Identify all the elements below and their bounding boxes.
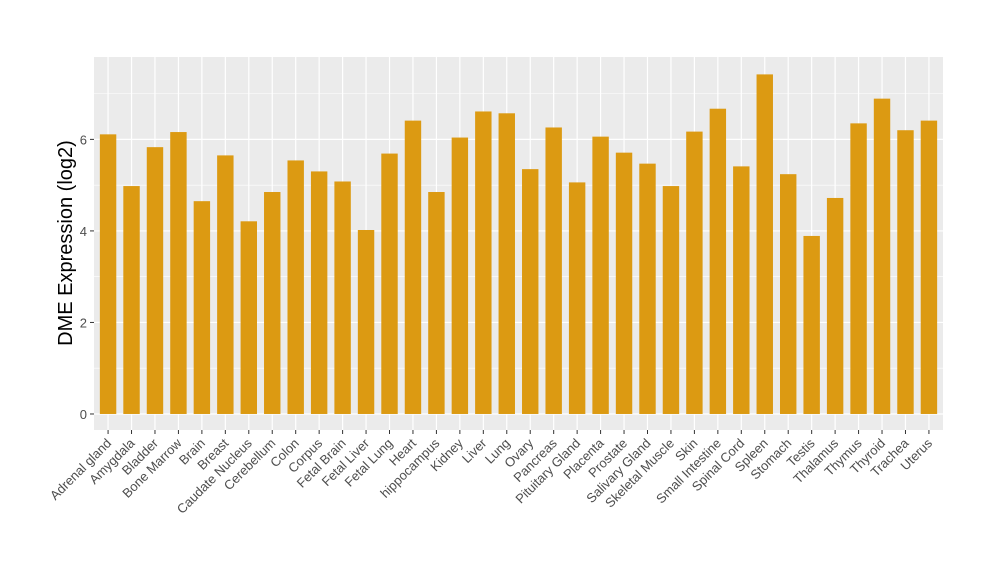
bar-brain — [193, 201, 211, 414]
bar-cerebellum — [264, 192, 281, 414]
y-tick-label: 4 — [80, 224, 87, 239]
bar-caudate-nucleus — [240, 221, 257, 414]
bar-colon — [287, 160, 304, 414]
bar-prostate — [615, 152, 633, 414]
y-tick-label: 6 — [80, 132, 87, 147]
y-axis-title: DME Expression (log2) — [55, 140, 77, 346]
bar-skin — [686, 131, 703, 414]
bar-fetal-brain — [334, 181, 351, 414]
bar-ovary — [522, 169, 539, 414]
bar-thalamus — [826, 197, 844, 414]
bar-liver — [475, 111, 492, 414]
y-tick-label: 0 — [80, 407, 87, 422]
bar-trachea — [897, 130, 914, 414]
bar-adrenal-gland — [99, 134, 117, 414]
bar-kidney — [451, 137, 469, 414]
bar-small-intestine — [709, 108, 727, 414]
bar-corpus — [310, 171, 328, 414]
bars — [99, 74, 938, 414]
bar-spleen — [756, 74, 773, 414]
bar-lung — [498, 113, 515, 414]
y-axis: 0 2 4 6 — [80, 132, 94, 422]
bar-spinal-cord — [733, 166, 750, 414]
y-tick-label: 2 — [80, 315, 87, 330]
bar-fetal-liver — [357, 229, 375, 414]
bar-amygdala — [123, 186, 140, 414]
bar-thymus — [850, 123, 867, 414]
bar-pituitary-gland — [568, 182, 586, 414]
bar-placenta — [592, 136, 609, 414]
bar-testis — [803, 235, 820, 414]
bar-bone-marrow — [170, 132, 187, 414]
plot-panel — [94, 57, 943, 430]
x-tick-label: Liver — [459, 435, 490, 466]
bar-hippocampus — [428, 192, 445, 414]
bar-skeletal-muscle — [662, 186, 680, 414]
bar-pancreas — [545, 127, 562, 414]
bar-bladder — [146, 147, 164, 414]
bar-breast — [217, 155, 234, 414]
bar-uterus — [920, 120, 938, 414]
bar-fetal-lung — [381, 153, 398, 414]
bar-heart — [404, 120, 422, 414]
bar-salivary-gland — [639, 163, 656, 414]
bar-thyroid — [873, 98, 891, 414]
bar-stomach — [780, 174, 797, 414]
